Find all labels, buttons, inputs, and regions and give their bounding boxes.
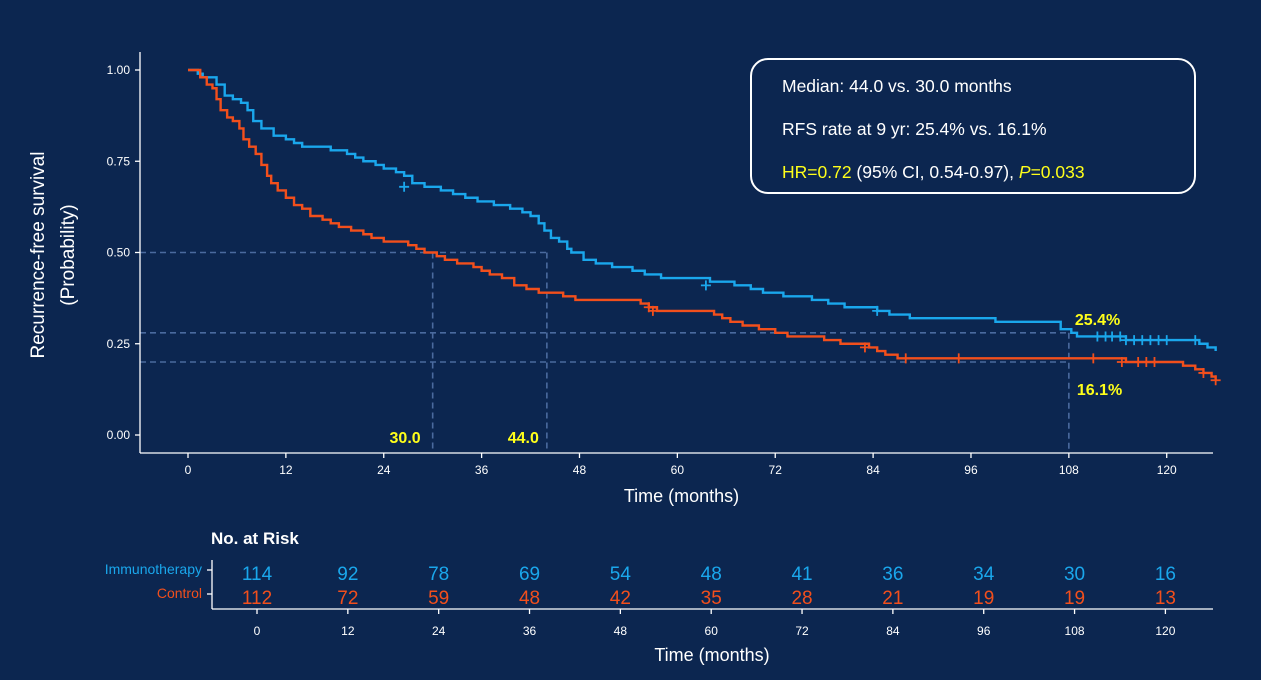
- risk-count-control: 19: [1064, 588, 1085, 609]
- risk-count-control: 42: [610, 588, 631, 609]
- risk-count-immunotherapy: 34: [973, 564, 995, 585]
- risk-x-tick-label: 120: [1155, 624, 1175, 638]
- x-tick-label: 120: [1157, 463, 1177, 477]
- x-tick-label: 36: [475, 463, 489, 477]
- censor-mark-immunotherapy: [700, 280, 711, 291]
- hr-value: HR=0.72: [782, 162, 852, 182]
- risk-row-label-control: Control: [157, 585, 202, 601]
- rfs-control-label: 16.1%: [1077, 382, 1122, 399]
- summary-box: Median: 44.0 vs. 30.0 months RFS rate at…: [750, 58, 1196, 194]
- x-tick-label: 72: [769, 463, 783, 477]
- curve-control: [188, 68, 1217, 381]
- risk-count-immunotherapy: 69: [519, 564, 540, 585]
- risk-x-tick-label: 60: [705, 624, 719, 638]
- risk-count-control: 21: [882, 588, 903, 609]
- risk-count-immunotherapy: 41: [791, 564, 812, 585]
- reference-lines: [140, 251, 1070, 453]
- censor-mark-immunotherapy: [1115, 331, 1126, 342]
- risk-count-control: 112: [242, 588, 272, 609]
- x-tick-label: 0: [185, 463, 192, 477]
- survival-curves: [188, 68, 1217, 381]
- risk-count-immunotherapy: 78: [428, 564, 449, 585]
- risk-count-control: 28: [791, 588, 812, 609]
- censor-mark-immunotherapy: [1190, 335, 1201, 346]
- censor-mark-control: [953, 353, 964, 364]
- censor-mark-control: [647, 305, 658, 316]
- censor-mark-control: [1088, 353, 1099, 364]
- risk-row-label-immunotherapy: Immunotherapy: [105, 561, 202, 577]
- median-control-label: 30.0: [390, 430, 421, 447]
- risk-x-tick-label: 48: [614, 624, 628, 638]
- risk-count-immunotherapy: 30: [1064, 564, 1085, 585]
- censor-marks: [399, 181, 1221, 386]
- risk-x-tick-label: 72: [795, 624, 809, 638]
- rfs-rate-text: RFS rate at 9 yr: 25.4% vs. 16.1%: [782, 119, 1047, 139]
- x-tick-label: 60: [671, 463, 685, 477]
- risk-count-control: 59: [428, 588, 449, 609]
- risk-x-axis-title: Time (months): [654, 645, 769, 665]
- risk-table: No. at Risk Immunotherapy 114 92 78 69 54 48 41 3…: [105, 529, 1213, 665]
- annotations: 30.0 44.0 25.4% 16.1%: [390, 312, 1123, 447]
- x-axis-title: Time (months): [624, 486, 739, 506]
- risk-x-tick-label: 36: [523, 624, 537, 638]
- censor-mark-control: [859, 342, 870, 353]
- risk-x-tick-label: 84: [886, 624, 900, 638]
- risk-table-title: No. at Risk: [211, 529, 299, 548]
- risk-x-tick-label: 108: [1065, 624, 1085, 638]
- y-tick-label: 0.00: [107, 428, 131, 442]
- censor-mark-control: [1116, 357, 1127, 367]
- ci-text: (95% CI, 0.54-0.97),: [851, 162, 1019, 182]
- risk-x-tick-label: 24: [432, 624, 446, 638]
- risk-count-immunotherapy: 36: [882, 564, 903, 585]
- risk-count-control: 13: [1155, 588, 1176, 609]
- risk-count-control: 35: [701, 588, 722, 609]
- censor-mark-immunotherapy: [399, 181, 410, 192]
- risk-count-immunotherapy: 92: [337, 564, 358, 585]
- censor-mark-immunotherapy: [1161, 335, 1172, 346]
- rfs-immuno-label: 25.4%: [1075, 312, 1120, 329]
- risk-count-control: 48: [519, 588, 540, 609]
- y-tick-label: 0.25: [107, 337, 131, 351]
- risk-x-tick-label: 12: [341, 624, 355, 638]
- y-axis-title-line2: (Probability): [58, 204, 79, 305]
- censor-mark-immunotherapy: [872, 305, 883, 316]
- median-text: Median: 44.0 vs. 30.0 months: [782, 76, 1012, 96]
- risk-x-tick-label: 96: [977, 624, 991, 638]
- risk-count-control: 72: [337, 588, 358, 609]
- risk-count-immunotherapy: 54: [610, 564, 632, 585]
- p-label: P: [1018, 162, 1031, 182]
- x-tick-label: 96: [964, 463, 978, 477]
- p-value: =0.033: [1030, 162, 1085, 182]
- median-immuno-label: 44.0: [508, 430, 539, 447]
- risk-count-control: 19: [973, 588, 994, 609]
- curve-immunotherapy: [188, 68, 1217, 352]
- x-tick-label: 24: [377, 463, 391, 477]
- y-tick-label: 1.00: [107, 63, 131, 77]
- axes: 0.00 0.25 0.50 0.75 1.00 0 12 24 36 48 60 72 84 96 108…: [28, 52, 1213, 506]
- x-tick-label: 84: [866, 463, 880, 477]
- y-tick-label: 0.50: [107, 246, 131, 260]
- censor-mark-control: [900, 353, 911, 364]
- y-tick-label: 0.75: [107, 154, 131, 168]
- risk-count-immunotherapy: 48: [701, 564, 722, 585]
- censor-mark-control: [1198, 367, 1209, 378]
- risk-count-immunotherapy: 114: [242, 564, 273, 585]
- x-tick-label: 108: [1059, 463, 1079, 477]
- x-tick-label: 12: [279, 463, 293, 477]
- y-axis-title-line1: Recurrence-free survival: [28, 152, 49, 359]
- hr-text: HR=0.72 (95% CI, 0.54-0.97), P=0.033: [782, 162, 1194, 205]
- risk-count-immunotherapy: 16: [1155, 564, 1176, 585]
- censor-mark-control: [1149, 357, 1160, 367]
- x-tick-label: 48: [573, 463, 587, 477]
- censor-mark-control: [1210, 375, 1221, 386]
- risk-x-tick-label: 0: [254, 624, 261, 638]
